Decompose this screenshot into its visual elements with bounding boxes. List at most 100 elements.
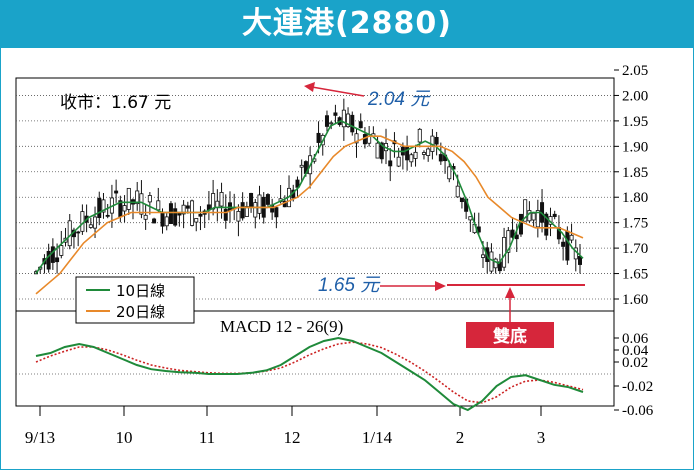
candle-body	[122, 205, 127, 212]
legend-ma20-label: 20日線	[116, 303, 165, 321]
double-bottom-box	[466, 322, 554, 348]
candle-body	[346, 113, 351, 128]
candle-body	[493, 258, 498, 269]
high-arrow-line	[311, 86, 365, 97]
candle-body	[565, 230, 570, 261]
gridlines	[16, 95, 614, 300]
macd-tick-label: 0.02	[622, 355, 648, 371]
candle-body	[181, 204, 186, 215]
candle-body	[177, 212, 182, 216]
candle-body	[535, 210, 540, 228]
macd-tick-label: 0.06	[622, 331, 649, 347]
candle-body	[249, 192, 254, 208]
candlesticks	[34, 98, 583, 275]
candle-body	[569, 234, 574, 241]
candle-body	[379, 142, 384, 160]
candle-body	[152, 218, 157, 224]
y-tick-label: 1.80	[622, 190, 648, 206]
candle-body	[523, 199, 528, 222]
candle-body	[46, 250, 51, 270]
macd-tick-label: -0.06	[622, 403, 654, 419]
candle-body	[375, 142, 380, 159]
candle-body	[211, 193, 216, 210]
candle-body	[105, 214, 110, 217]
candle-body	[168, 203, 173, 224]
candle-body	[59, 245, 64, 256]
candle-body	[447, 166, 452, 180]
candle-body	[434, 137, 439, 145]
title-bar: 大連港(2880)	[0, 0, 694, 48]
low-arrow-head	[435, 281, 446, 291]
candle-body	[510, 229, 515, 238]
candle-body	[426, 148, 431, 156]
x-tick-label: 1/14	[362, 428, 393, 447]
candle-body	[194, 218, 199, 223]
candle-body	[126, 187, 131, 210]
candle-body	[215, 200, 220, 208]
candle-body	[514, 234, 519, 240]
candle-body	[147, 195, 152, 203]
candle-body	[316, 132, 321, 143]
macd-tick-label: -0.02	[622, 379, 653, 395]
y-tick-label: 2.00	[622, 88, 648, 104]
candle-body	[88, 224, 93, 228]
candle-body	[468, 216, 473, 221]
candle-body	[223, 208, 228, 221]
candle-body	[354, 133, 359, 144]
price-axis: 2.05 2.00 1.95 1.90 1.85 1.80 1.75 1.70 1.65 1.60	[614, 63, 648, 308]
candle-body	[114, 190, 119, 194]
candle-body	[489, 251, 494, 272]
macd-lines	[35, 336, 584, 412]
candle-body	[459, 197, 464, 203]
candle-body	[76, 231, 81, 234]
y-tick-label: 2.05	[622, 63, 648, 79]
candle-body	[396, 156, 401, 167]
candle-body	[295, 179, 300, 188]
macd-tick-label: 0.04	[622, 343, 649, 359]
close-price-label: 收市：1.67 元	[60, 93, 171, 113]
x-tick-label: 3	[537, 428, 546, 447]
candle-body	[274, 207, 279, 218]
candle-body	[561, 241, 566, 247]
candle-body	[578, 256, 583, 265]
candle-body	[240, 202, 245, 219]
candle-body	[93, 216, 98, 229]
ma20-line	[35, 135, 584, 295]
candle-body	[506, 230, 511, 253]
candle-body	[198, 213, 203, 217]
candle-body	[160, 212, 165, 227]
candle-body	[236, 210, 241, 222]
candle-body	[531, 212, 536, 221]
candle-body	[97, 197, 102, 218]
y-tick-label: 1.95	[622, 114, 648, 130]
candle-body	[421, 152, 426, 155]
macd-title: MACD 12 - 26(9)	[220, 317, 343, 336]
macd-signal-line	[35, 341, 584, 404]
candle-body	[502, 237, 507, 268]
low-price-label: 1.65 元	[318, 275, 381, 296]
candle-body	[388, 160, 393, 167]
moving-average-lines	[35, 120, 584, 295]
candle-body	[417, 128, 422, 143]
pattern-arrow-head	[505, 287, 515, 298]
y-tick-label: 1.70	[622, 241, 648, 257]
macd-line	[35, 336, 584, 412]
candle-body	[409, 154, 414, 163]
high-arrow-head	[304, 82, 315, 92]
candle-body	[413, 151, 418, 159]
y-tick-label: 1.60	[622, 292, 648, 308]
candle-body	[257, 194, 262, 214]
candle-body	[139, 193, 144, 215]
candle-body	[173, 208, 178, 226]
candle-body	[544, 213, 549, 236]
candle-body	[405, 145, 410, 161]
y-tick-label: 1.65	[622, 267, 648, 283]
candle-body	[552, 213, 557, 217]
candle-body	[358, 121, 363, 129]
candle-body	[253, 202, 258, 218]
candle-body	[265, 194, 270, 205]
candle-body	[50, 246, 55, 263]
x-tick-label: 10	[116, 428, 133, 447]
candle-body	[324, 115, 329, 127]
